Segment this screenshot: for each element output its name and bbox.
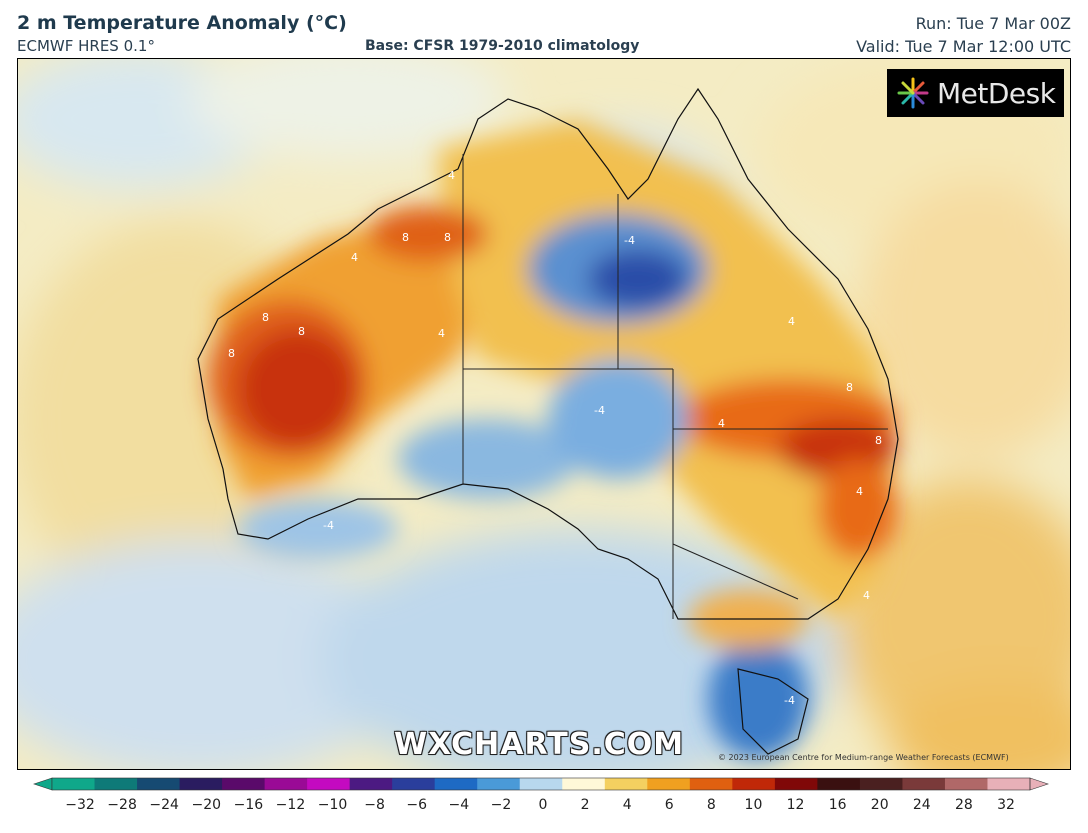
contour-label: 4 [788, 315, 795, 328]
colorbar-tick-label: −32 [65, 797, 95, 813]
chart-title: 2 m Temperature Anomaly (°C) [17, 12, 347, 34]
colorbar-tick-label: −16 [233, 797, 264, 813]
colorbar-tick-label: −24 [149, 797, 179, 813]
contour-label: -4 [323, 519, 334, 532]
colorbar-segment [519, 778, 563, 790]
colorbar-segment [647, 778, 691, 790]
contour-label: 8 [262, 311, 269, 324]
colorbar [33, 777, 1049, 791]
colorbar-tick-label: −6 [406, 797, 428, 813]
state-borders [462, 154, 888, 619]
climatology-base-label: Base: CFSR 1979-2010 climatology [365, 38, 640, 54]
colorbar-segment [859, 778, 903, 790]
colorbar-segment [222, 778, 266, 790]
colorbar-tick-label: 6 [664, 797, 674, 813]
colorbar-tick-label: 10 [744, 797, 763, 813]
colorbar-segment [392, 778, 436, 790]
colorbar-tick-label: 16 [828, 797, 847, 813]
contour-label: -4 [594, 404, 605, 417]
model-label: ECMWF HRES 0.1° [17, 37, 155, 55]
logo-text: MetDesk [937, 76, 1056, 110]
colorbar-tick-label: −12 [275, 797, 306, 813]
contour-label: 8 [228, 347, 235, 360]
colorbar-tick-label: 4 [622, 797, 632, 813]
contour-label: 8 [298, 325, 305, 338]
colorbar-tick-label: −20 [191, 797, 222, 813]
colorbar-segment [987, 778, 1031, 790]
colorbar-tick-label: 0 [538, 797, 548, 813]
colorbar-tick-label: −10 [317, 797, 348, 813]
contour-labels: 8 8 8 8 8 8 8 4 4 4 4 4 4 4 -4 -4 -4 -4 [228, 169, 882, 707]
colorbar-min-arrow [33, 777, 53, 791]
contour-label: 4 [718, 417, 725, 430]
contour-label: -4 [784, 694, 795, 707]
contour-label: -4 [624, 234, 635, 247]
contour-label: 8 [402, 231, 409, 244]
colorbar-segment [349, 778, 393, 790]
colorbar-segment [307, 778, 351, 790]
colorbar-segment [477, 778, 521, 790]
contour-label: 4 [351, 251, 358, 264]
colorbar-tick-label: −2 [490, 797, 512, 813]
colorbar-tick-label: −28 [107, 797, 137, 813]
colorbar-tick-label: −4 [448, 797, 470, 813]
contour-label: 4 [448, 169, 455, 182]
colorbar-segment [774, 778, 818, 790]
anomaly-map: 8 8 8 8 8 8 8 4 4 4 4 4 4 4 -4 -4 -4 -4 [18, 59, 1070, 769]
colorbar-tick-label: 24 [912, 797, 931, 813]
colorbar-segment [562, 778, 606, 790]
contour-label: 4 [438, 327, 445, 340]
colorbar-segment [137, 778, 181, 790]
valid-time-label: Valid: Tue 7 Mar 12:00 UTC [856, 37, 1071, 56]
colorbar-segment [817, 778, 861, 790]
colorbar-tick-label: 20 [870, 797, 889, 813]
colorbar-tick-label: −8 [364, 797, 385, 813]
colorbar-tick-label: 32 [997, 797, 1015, 813]
colorbar-segment [689, 778, 733, 790]
contour-label: 4 [863, 589, 870, 602]
contour-label: 8 [846, 381, 853, 394]
colorbar-max-arrow [1029, 777, 1049, 791]
map-panel: 8 8 8 8 8 8 8 4 4 4 4 4 4 4 -4 -4 -4 -4 [17, 58, 1071, 770]
colorbar-segment [902, 778, 946, 790]
colorbar-segment [264, 778, 308, 790]
colorbar-tick-label: 2 [580, 797, 590, 813]
run-time-label: Run: Tue 7 Mar 00Z [915, 14, 1071, 33]
coastline [197, 87, 899, 755]
colorbar-segment [434, 778, 478, 790]
colorbar-tick-label: 8 [706, 797, 716, 813]
colorbar-segment [94, 778, 138, 790]
copyright-notice: © 2023 European Centre for Medium-range … [718, 753, 1009, 762]
contour-label: 4 [856, 485, 863, 498]
colorbar-border [51, 777, 1031, 791]
metdesk-logo: MetDesk [887, 69, 1064, 117]
watermark: WXCHARTS.COM [394, 727, 685, 762]
colorbar-segment [944, 778, 988, 790]
colorbar-segment [604, 778, 648, 790]
contour-label: 8 [875, 434, 882, 447]
colorbar-segment [52, 778, 96, 790]
colorbar-segment [732, 778, 776, 790]
colorbar-tick-label: 12 [786, 797, 805, 813]
metdesk-burst-icon [897, 77, 929, 109]
colorbar-tick-label: 28 [954, 797, 973, 813]
contour-label: 8 [444, 231, 451, 244]
colorbar-segment [179, 778, 223, 790]
